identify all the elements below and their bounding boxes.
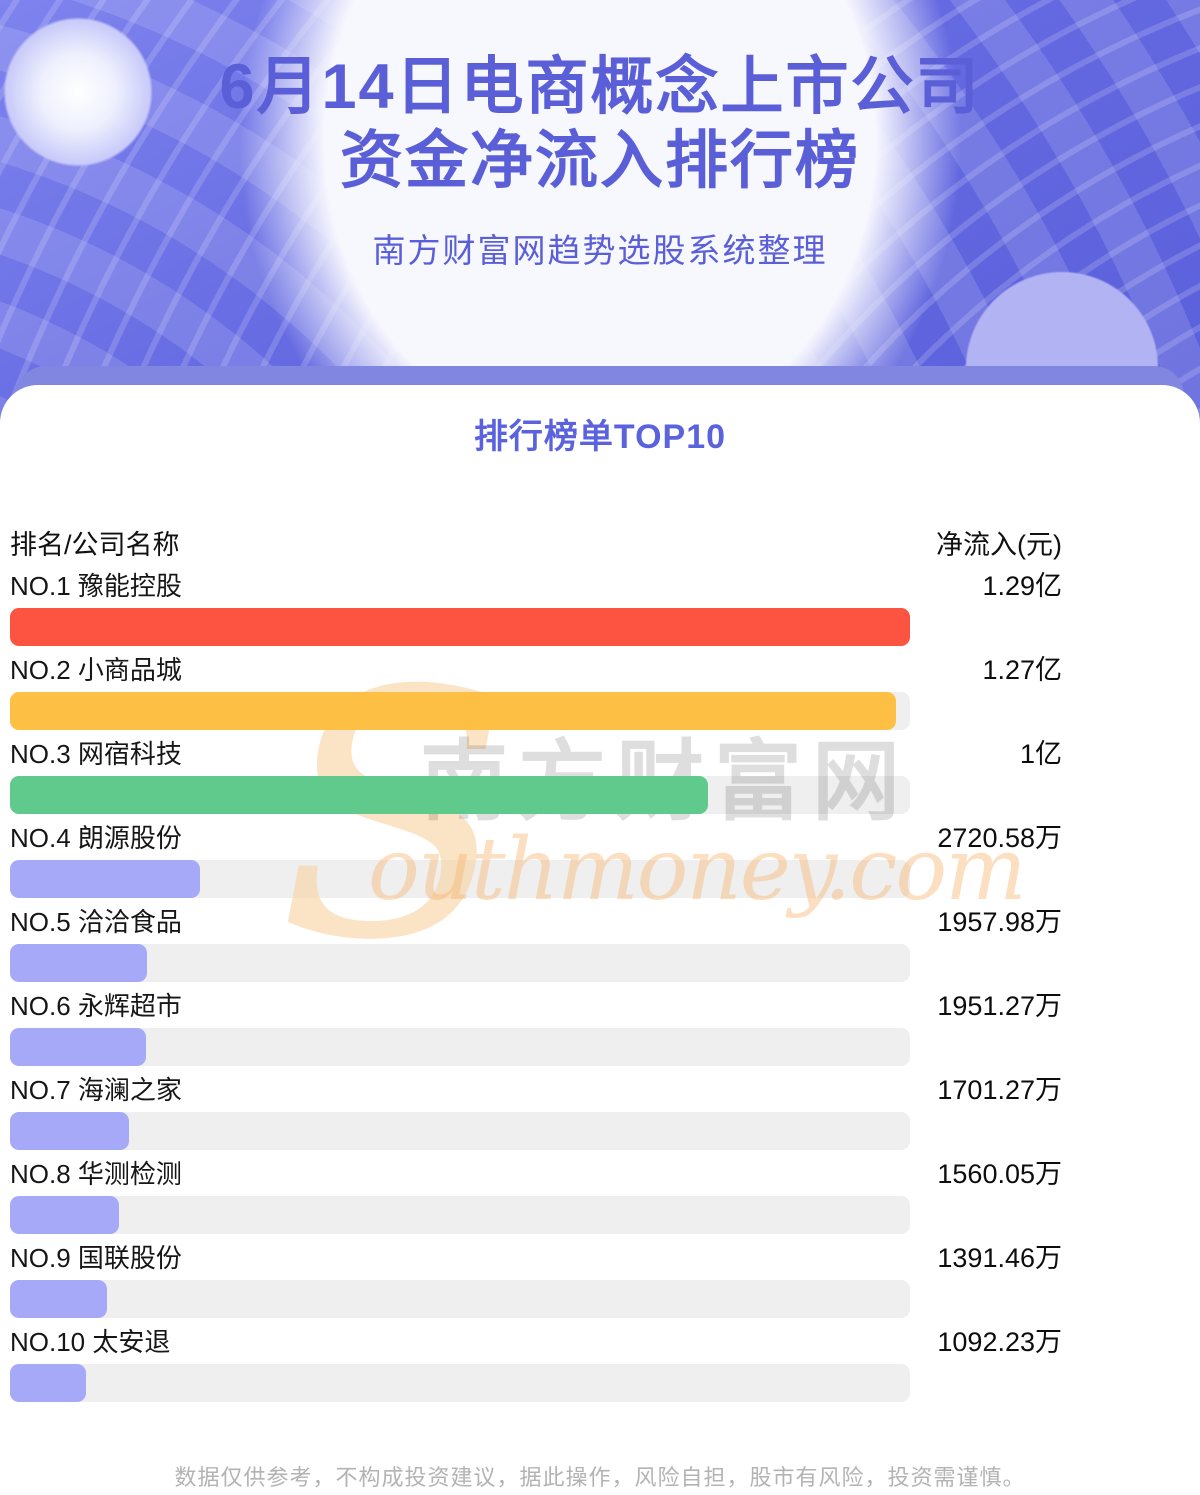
row-company: 朗源股份 <box>77 823 182 853</box>
row-company: 华测检测 <box>77 1159 182 1189</box>
row-rank-and-company: NO.1 豫能控股 <box>10 570 182 602</box>
ranking-card: S 南方财富网 outhmoney.com 排行榜单TOP10 排名/公司名称 … <box>0 385 1200 1495</box>
header-title-block: 6月14日电商概念上市公司 资金净流入排行榜 南方财富网趋势选股系统整理 <box>0 0 1200 272</box>
row-head: NO.1 豫能控股 1.29亿 <box>0 570 1200 606</box>
bar-fill <box>10 1280 108 1318</box>
row-company: 洽洽食品 <box>77 907 182 937</box>
bar-track <box>10 944 910 982</box>
page-title-line1: 6月14日电商概念上市公司 <box>219 52 981 122</box>
row-company: 海澜之家 <box>77 1075 182 1105</box>
row-head: NO.8 华测检测 1560.05万 <box>0 1158 1200 1194</box>
row-rank: NO.10 <box>10 1327 86 1357</box>
row-rank: NO.8 <box>10 1159 71 1189</box>
table-row: NO.1 豫能控股 1.29亿 <box>0 570 1200 646</box>
row-inflow-value: 1391.46万 <box>937 1243 1062 1273</box>
row-rank: NO.4 <box>10 823 71 853</box>
table-row: NO.10 太安退 1092.23万 <box>0 1326 1200 1402</box>
bar-fill <box>10 1112 129 1150</box>
col-header-rank-name: 排名/公司名称 <box>10 530 180 560</box>
page-title-line2: 资金净流入排行榜 <box>340 126 860 196</box>
bar-fill <box>10 1028 147 1066</box>
table-row: NO.3 网宿科技 1亿 <box>0 738 1200 814</box>
bar-track <box>10 692 910 730</box>
row-company: 国联股份 <box>77 1243 182 1273</box>
row-rank: NO.3 <box>10 739 71 769</box>
table-row: NO.4 朗源股份 2720.58万 <box>0 822 1200 898</box>
bar-fill <box>10 692 897 730</box>
bar-track <box>10 860 910 898</box>
ranking-rows: NO.1 豫能控股 1.29亿 NO.2 小商品城 1.27亿 NO.3 网宿科… <box>0 570 1200 1402</box>
bar-track <box>10 1028 910 1066</box>
bar-fill <box>10 860 200 898</box>
col-header-inflow: 净流入(元) <box>936 530 1062 560</box>
row-rank-and-company: NO.6 永辉超市 <box>10 990 182 1022</box>
row-inflow-value: 1092.23万 <box>937 1327 1062 1357</box>
row-rank-and-company: NO.3 网宿科技 <box>10 738 182 770</box>
row-inflow-value: 1560.05万 <box>937 1159 1062 1189</box>
bar-track <box>10 1364 910 1402</box>
bar-track <box>10 608 910 646</box>
row-inflow-value: 1.29亿 <box>982 571 1062 601</box>
section-title: 排行榜单TOP10 <box>473 418 727 456</box>
bar-track <box>10 1196 910 1234</box>
table-header: 排名/公司名称 净流入(元) <box>0 523 1200 562</box>
table-row: NO.5 洽洽食品 1957.98万 <box>0 906 1200 982</box>
bar-track <box>10 1280 910 1318</box>
row-head: NO.10 太安退 1092.23万 <box>0 1326 1200 1362</box>
row-inflow-value: 2720.58万 <box>937 823 1062 853</box>
row-company: 太安退 <box>92 1327 171 1357</box>
row-rank-and-company: NO.8 华测检测 <box>10 1158 182 1190</box>
table-row: NO.6 永辉超市 1951.27万 <box>0 990 1200 1066</box>
row-head: NO.7 海澜之家 1701.27万 <box>0 1074 1200 1110</box>
row-head: NO.4 朗源股份 2720.58万 <box>0 822 1200 858</box>
table-row: NO.8 华测检测 1560.05万 <box>0 1158 1200 1234</box>
table-row: NO.2 小商品城 1.27亿 <box>0 654 1200 730</box>
row-rank: NO.6 <box>10 991 71 1021</box>
bar-fill <box>10 608 910 646</box>
row-rank-and-company: NO.4 朗源股份 <box>10 822 182 854</box>
row-company: 网宿科技 <box>77 739 182 769</box>
row-head: NO.5 洽洽食品 1957.98万 <box>0 906 1200 942</box>
page-title: 6月14日电商概念上市公司 资金净流入排行榜 <box>0 50 1200 198</box>
bar-fill <box>10 1196 119 1234</box>
row-rank-and-company: NO.10 太安退 <box>10 1326 170 1358</box>
page-subtitle: 南方财富网趋势选股系统整理 <box>372 232 828 269</box>
row-inflow-value: 1951.27万 <box>937 991 1062 1021</box>
row-rank-and-company: NO.5 洽洽食品 <box>10 906 182 938</box>
row-rank: NO.9 <box>10 1243 71 1273</box>
row-rank-and-company: NO.9 国联股份 <box>10 1242 182 1274</box>
header-banner: 6月14日电商概念上市公司 资金净流入排行榜 南方财富网趋势选股系统整理 <box>0 0 1200 430</box>
bar-fill <box>10 944 147 982</box>
bar-fill <box>10 1364 87 1402</box>
row-head: NO.2 小商品城 1.27亿 <box>0 654 1200 690</box>
bar-fill <box>10 776 708 814</box>
row-rank-and-company: NO.2 小商品城 <box>10 654 182 686</box>
row-company: 豫能控股 <box>77 571 182 601</box>
row-head: NO.6 永辉超市 1951.27万 <box>0 990 1200 1026</box>
row-inflow-value: 1亿 <box>1019 739 1062 769</box>
row-rank: NO.5 <box>10 907 71 937</box>
bar-track <box>10 776 910 814</box>
bar-track <box>10 1112 910 1150</box>
row-company: 小商品城 <box>77 655 182 685</box>
row-head: NO.3 网宿科技 1亿 <box>0 738 1200 774</box>
row-inflow-value: 1.27亿 <box>982 655 1062 685</box>
row-head: NO.9 国联股份 1391.46万 <box>0 1242 1200 1278</box>
row-rank: NO.2 <box>10 655 71 685</box>
row-inflow-value: 1701.27万 <box>937 1075 1062 1105</box>
table-row: NO.9 国联股份 1391.46万 <box>0 1242 1200 1318</box>
row-rank-and-company: NO.7 海澜之家 <box>10 1074 182 1106</box>
row-rank: NO.1 <box>10 571 71 601</box>
row-company: 永辉超市 <box>77 991 182 1021</box>
row-rank: NO.7 <box>10 1075 71 1105</box>
row-inflow-value: 1957.98万 <box>937 907 1062 937</box>
disclaimer-text: 数据仅供参考，不构成投资建议，据此操作，风险自担，股市有风险，投资需谨慎。 <box>174 1465 1026 1490</box>
table-row: NO.7 海澜之家 1701.27万 <box>0 1074 1200 1150</box>
